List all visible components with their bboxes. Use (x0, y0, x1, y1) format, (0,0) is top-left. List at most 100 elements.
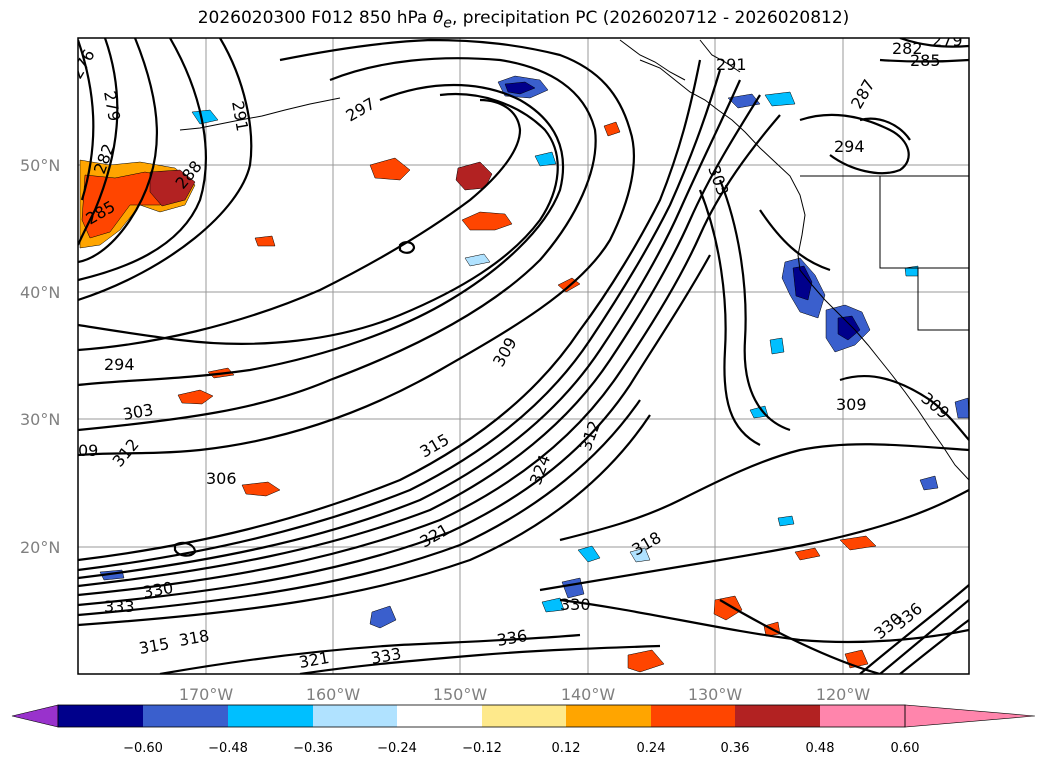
precip-patch-negative (777, 515, 795, 527)
contour-line (78, 38, 119, 246)
contour-line (879, 599, 969, 674)
lat-tick-label: 50°N (20, 156, 60, 175)
precip-patch-positive (149, 169, 196, 207)
colorbar-label: −0.36 (293, 741, 333, 756)
colorbar: −0.60 −0.48 −0.36 −0.24 −0.12 0.12 0.24 … (11, 704, 1036, 756)
colorbar-label: −0.12 (462, 741, 502, 756)
precip-patch-negative (769, 337, 785, 355)
contour-line (78, 98, 522, 352)
contour-line (78, 414, 651, 627)
precip-patch-positive (369, 157, 411, 181)
precip-patch-negative (464, 253, 491, 267)
contour-line (719, 599, 881, 674)
precip-patch-positive (461, 211, 513, 231)
contour-line (78, 38, 253, 302)
title-suffix: , precipitation PC (2026020712 - 2026020… (451, 8, 850, 28)
colorbar-segment (482, 705, 568, 727)
precip-patch-negative (629, 547, 651, 563)
contour-label: 294 (104, 355, 135, 374)
precip-patch-positive (627, 649, 665, 673)
contour-line (159, 633, 581, 674)
colorbar-outline (57, 704, 906, 728)
contour-line (879, 58, 969, 63)
precip-patch-negative (577, 545, 601, 563)
contour-label: 291 (716, 55, 747, 74)
colorbar-segment (651, 705, 737, 727)
precip-patch-negative (764, 91, 796, 107)
border-line (800, 175, 969, 331)
contour-line (759, 209, 831, 272)
contour-line (78, 38, 207, 282)
lat-tick-labels: 50°N 40°N 30°N 20°N (20, 156, 60, 557)
precip-patch-positive (603, 121, 621, 137)
contour-label: 09 (78, 441, 98, 460)
lon-tick-label: 150°W (433, 685, 488, 704)
map-frame (77, 37, 970, 675)
contour-line (78, 114, 781, 597)
lon-tick-label: 170°W (179, 685, 234, 704)
contour-line (78, 39, 95, 201)
title-prefix: 2026020300 F012 850 hPa (197, 8, 433, 28)
contour-line (78, 38, 636, 457)
contour-label: 294 (834, 137, 865, 156)
lon-tick-label: 140°W (561, 685, 616, 704)
lon-tick-label: 120°W (816, 685, 871, 704)
colorbar-extend-high (904, 704, 1036, 728)
contour-line (78, 69, 722, 572)
colorbar-label: 0.48 (806, 741, 835, 756)
precip-patch-negative (837, 315, 861, 341)
contour-line (78, 399, 641, 617)
coastline-islands (619, 39, 741, 81)
contour-label: 333 (104, 597, 135, 616)
precip-patch-negative (534, 151, 557, 167)
contour-line (899, 38, 969, 48)
colorbar-segment (735, 705, 821, 727)
colorbar-label: −0.48 (208, 741, 248, 756)
colorbar-segment (143, 705, 229, 727)
precip-patch-negative (792, 265, 813, 301)
colorbar-segment (397, 705, 483, 727)
colorbar-label: 0.36 (721, 741, 750, 756)
colorbar-segment (820, 705, 906, 727)
contour-line (78, 79, 742, 580)
precip-patch-negative (541, 597, 565, 613)
precip-patch-negative (727, 93, 761, 109)
contour-line (78, 94, 761, 588)
contour-line (78, 38, 158, 264)
contour-line (78, 254, 711, 607)
contour-line (78, 93, 559, 345)
contour-line (539, 489, 969, 592)
contour-line (173, 541, 197, 557)
precip-patch-positive (177, 389, 214, 405)
contour-line (859, 117, 911, 141)
contour-label: 309 (836, 395, 867, 414)
contour-label: 330 (560, 595, 591, 614)
precip-patch-negative (369, 605, 397, 629)
contour-line (799, 113, 910, 175)
precip-patch-negative (191, 109, 219, 125)
contour-line (899, 619, 969, 674)
colorbar-label: 0.24 (637, 741, 666, 756)
contour-line (78, 57, 597, 432)
contour-line (859, 584, 969, 674)
precip-patch-negative (954, 397, 969, 419)
contour-label: 285 (910, 51, 941, 70)
contour-label: 306 (206, 469, 237, 488)
colorbar-extend-low (11, 704, 59, 728)
contour-label: 282 (892, 39, 923, 58)
contour-line (78, 83, 565, 387)
map-title: 2026020300 F012 850 hPa θe, precipitatio… (0, 8, 1047, 31)
title-theta: θe (432, 8, 452, 32)
precip-patch-positive (839, 535, 877, 551)
contour-line (78, 59, 702, 562)
lon-tick-labels: 170°W 160°W 150°W 140°W 130°W 120°W (179, 685, 871, 704)
precip-patch-positive (241, 481, 281, 497)
map-background (78, 38, 969, 674)
coastline-north-america (639, 59, 969, 481)
colorbar-label: 0.12 (552, 741, 581, 756)
colorbar-segment (228, 705, 314, 727)
colorbar-segment (313, 705, 399, 727)
contour-line (398, 241, 416, 254)
lat-tick-label: 20°N (20, 538, 60, 557)
